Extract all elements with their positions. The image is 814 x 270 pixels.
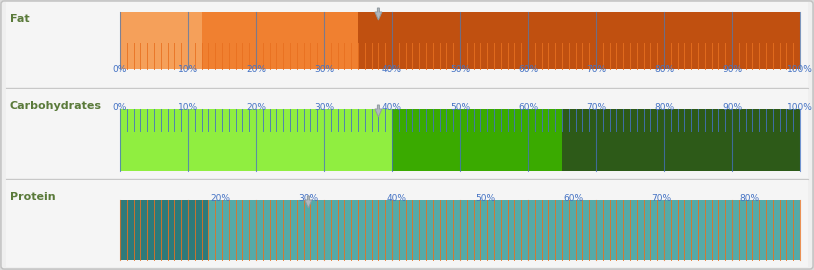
Text: 60%: 60%	[563, 194, 584, 203]
Text: 0%: 0%	[113, 103, 127, 112]
Text: 40%: 40%	[387, 194, 407, 203]
Text: 40%: 40%	[382, 65, 402, 74]
Text: 70%: 70%	[651, 194, 672, 203]
Text: 80%: 80%	[654, 65, 674, 74]
Text: 80%: 80%	[740, 194, 759, 203]
Text: 20%: 20%	[246, 65, 266, 74]
Text: Protein: Protein	[10, 192, 55, 202]
Text: 50%: 50%	[450, 65, 470, 74]
Text: 30%: 30%	[314, 65, 334, 74]
FancyArrow shape	[305, 196, 312, 208]
Bar	[120, 200, 208, 260]
Text: 30%: 30%	[314, 103, 334, 112]
Bar	[392, 109, 562, 171]
Bar	[6, 2, 808, 87]
FancyArrow shape	[375, 8, 382, 20]
Text: 90%: 90%	[722, 65, 742, 74]
Bar	[6, 89, 808, 178]
Text: 40%: 40%	[382, 103, 402, 112]
Text: 50%: 50%	[450, 103, 470, 112]
Text: 50%: 50%	[475, 194, 495, 203]
Text: 10%: 10%	[178, 103, 198, 112]
Text: 60%: 60%	[518, 103, 538, 112]
Text: 90%: 90%	[722, 103, 742, 112]
Text: Carbohydrates: Carbohydrates	[10, 101, 102, 111]
Text: 30%: 30%	[298, 194, 318, 203]
Bar	[120, 12, 202, 69]
Text: Fat: Fat	[10, 14, 29, 24]
Text: 100%: 100%	[787, 65, 813, 74]
Text: 10%: 10%	[178, 65, 198, 74]
FancyArrow shape	[375, 105, 382, 117]
Text: 70%: 70%	[586, 103, 606, 112]
Bar	[358, 12, 800, 69]
Bar	[202, 12, 358, 69]
Text: 100%: 100%	[787, 103, 813, 112]
Text: 0%: 0%	[113, 65, 127, 74]
Bar	[208, 200, 800, 260]
Bar	[6, 180, 808, 267]
Bar	[562, 109, 800, 171]
Text: 70%: 70%	[586, 65, 606, 74]
Bar	[120, 109, 392, 171]
Text: 20%: 20%	[246, 103, 266, 112]
Text: 80%: 80%	[654, 103, 674, 112]
Text: 20%: 20%	[211, 194, 230, 203]
Text: 60%: 60%	[518, 65, 538, 74]
